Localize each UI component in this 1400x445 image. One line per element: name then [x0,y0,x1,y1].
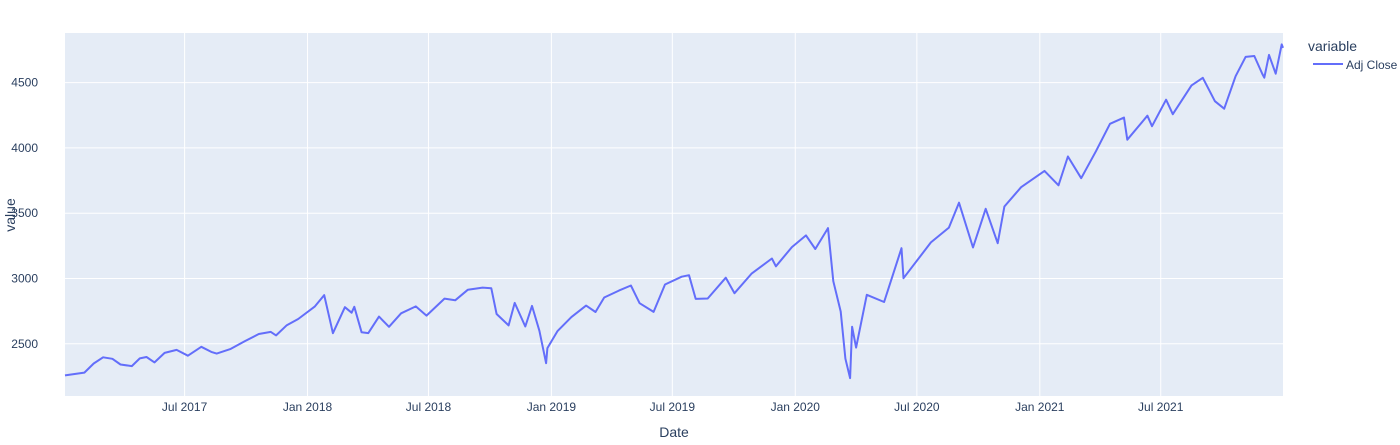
x-tick-label: Jul 2019 [650,400,696,414]
x-tick-label: Jan 2018 [283,400,333,414]
y-tick-label: 3500 [11,206,38,220]
grid-lines [65,33,1283,396]
y-tick-label: 4500 [11,76,38,90]
y-tick-label: 2500 [11,337,38,351]
y-tick-label: 4000 [11,141,38,155]
legend[interactable]: variable Adj Close [1308,38,1398,72]
x-tick-label: Jul 2017 [162,400,208,414]
x-tick-labels: Jul 2017 Jan 2018 Jul 2018 Jan 2019 Jul 2019… [162,400,1184,414]
legend-item-label: Adj Close [1346,58,1398,72]
x-tick-label: Jan 2021 [1015,400,1065,414]
y-tick-label: 3000 [11,271,38,285]
y-axis-title: value [2,198,18,232]
y-tick-labels: 2500 3000 3500 4000 4500 [11,76,38,351]
x-axis-title: Date [659,424,689,440]
plot-area [65,33,1283,396]
series-lines [64,43,1284,380]
x-tick-label: Jan 2019 [527,400,577,414]
series-line-adj-close[interactable] [64,43,1284,380]
x-tick-label: Jul 2021 [1138,400,1184,414]
x-tick-label: Jan 2020 [771,400,821,414]
legend-title: variable [1308,38,1357,54]
x-tick-label: Jul 2018 [406,400,452,414]
x-tick-label: Jul 2020 [894,400,940,414]
legend-item-adj-close[interactable]: Adj Close [1313,58,1398,72]
